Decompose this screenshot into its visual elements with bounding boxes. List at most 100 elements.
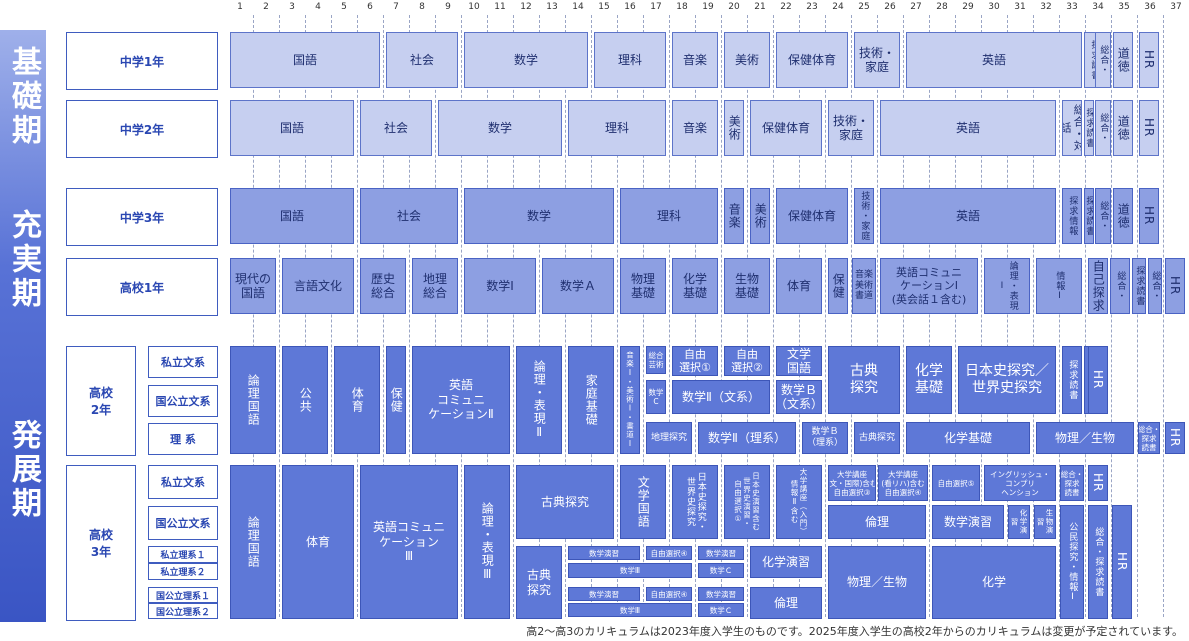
chu2-sogo[interactable]: 総合・ xyxy=(1095,100,1111,156)
chu2-eigo[interactable]: 英語 xyxy=(880,100,1056,156)
ko1-butsuri[interactable]: 物理 基礎 xyxy=(620,258,666,314)
ko2-koten-ri[interactable]: 古典探究 xyxy=(854,422,900,454)
ko3-su3b[interactable]: 数学Ⅲ xyxy=(568,603,692,617)
chu3-eigo[interactable]: 英語 xyxy=(880,188,1056,244)
ko3-sogo-tankyu[interactable]: 総合・ 探求 読書 xyxy=(1060,465,1084,501)
ko3-su-en3[interactable]: 数学演習 xyxy=(568,587,640,601)
ko1-sogo[interactable]: 総合・ xyxy=(1110,258,1130,314)
ko2-kagaku-kiso[interactable]: 化学 基礎 xyxy=(906,346,952,414)
ko2-taiiku[interactable]: 体育 xyxy=(334,346,380,454)
chu2-ongaku[interactable]: 音楽 xyxy=(672,100,718,156)
ko1-taiiku[interactable]: 体育 xyxy=(776,258,822,314)
ko2-jiyu1[interactable]: 自由 選択① xyxy=(672,346,718,376)
ko3-hr2[interactable]: HR xyxy=(1112,505,1132,619)
chu2-hoken[interactable]: 保健体育 xyxy=(750,100,822,156)
ko3-rinri[interactable]: 倫理 xyxy=(828,505,926,539)
ko2-geijutsu[interactable]: 音楽Ⅰ・美術Ⅰ・書道Ⅰ xyxy=(620,346,640,454)
chu1-shakai[interactable]: 社会 xyxy=(386,32,458,88)
ko3-su3[interactable]: 数学Ⅲ xyxy=(568,563,692,578)
chu2-tankyu[interactable]: 探求読書 xyxy=(1084,100,1094,156)
ko3-koten-ri[interactable]: 古典 探究 xyxy=(516,546,562,619)
ko2-jiyu2[interactable]: 自由 選択② xyxy=(724,346,770,376)
ko3-daigaku1[interactable]: 大学講座（入門） 情報Ⅱ含む xyxy=(776,465,822,539)
ko3-komin[interactable]: 公民探究・情報Ⅰ xyxy=(1060,505,1084,619)
chu2-hr[interactable]: HR xyxy=(1139,100,1159,156)
chu3-bijutsu[interactable]: 美術 xyxy=(750,188,770,244)
ko1-seibutsu[interactable]: 生物 基礎 xyxy=(724,258,770,314)
ko3-su-en1[interactable]: 数学演習 xyxy=(568,546,640,560)
ko2-katei[interactable]: 家庭基礎 xyxy=(568,346,614,454)
ko2-tankyu[interactable]: 探求読書 xyxy=(1062,346,1082,414)
ko3-suC2[interactable]: 数学Ｃ xyxy=(698,603,744,617)
ko3-suC1[interactable]: 数学Ｃ xyxy=(698,563,744,578)
ko3-kagaku-en-ri[interactable]: 化学演習 xyxy=(750,546,822,578)
ko1-kagaku[interactable]: 化学 基礎 xyxy=(672,258,718,314)
ko1-ecomm[interactable]: 英語コミュニ ケーションⅠ (英会話１含む) xyxy=(880,258,978,314)
ko3-jiyu5[interactable]: 自由選択⑤ xyxy=(932,465,980,501)
ko1-sogo2[interactable]: 総合・ xyxy=(1148,258,1162,314)
chu1-eigo[interactable]: 英語 xyxy=(906,32,1082,88)
ko3-ronri-hyogen[interactable]: 論理・表現Ⅲ xyxy=(464,465,510,619)
chu3-dotoku[interactable]: 道徳 xyxy=(1113,188,1133,244)
ko2-suC[interactable]: 数学C xyxy=(646,380,666,414)
ko2-su2-ri[interactable]: 数学Ⅱ（理系） xyxy=(698,422,796,454)
ko1-gendai[interactable]: 現代の 国語 xyxy=(230,258,276,314)
chu3-tankyu[interactable]: 探求読書 xyxy=(1084,188,1094,244)
chu3-rika[interactable]: 理科 xyxy=(620,188,718,244)
chu1-ongaku[interactable]: 音楽 xyxy=(672,32,718,88)
ko2-ecomm[interactable]: 英語 コミュニ ケーションⅡ xyxy=(412,346,510,454)
chu2-kokugo[interactable]: 国語 xyxy=(230,100,354,156)
ko2-koten[interactable]: 古典 探究 xyxy=(828,346,900,414)
chu1-gijutsu[interactable]: 技術・ 家庭 xyxy=(854,32,900,88)
ko1-rekishi[interactable]: 歴史 総合 xyxy=(360,258,406,314)
chu3-tankyu-joho[interactable]: 探求情報 xyxy=(1062,188,1082,244)
ko2-hoken[interactable]: 保健 xyxy=(386,346,406,454)
ko2-suB-ri[interactable]: 数学Ｂ （理系） xyxy=(802,422,848,454)
ko3-hr[interactable]: HR xyxy=(1088,465,1108,501)
ko3-rinri-ri[interactable]: 倫理 xyxy=(750,587,822,619)
ko3-daigaku3[interactable]: 大学講座 (看リハ)含む 自由選択④ xyxy=(878,465,928,501)
ko2-su2-bun[interactable]: 数学Ⅱ（文系） xyxy=(672,380,770,414)
ko2-bungaku[interactable]: 文学 国語 xyxy=(776,346,822,376)
chu1-dotoku[interactable]: 道徳 xyxy=(1113,32,1133,88)
ko3-english[interactable]: イングリッシュ・ コンプリ ヘンション xyxy=(984,465,1056,501)
chu2-bijutsu[interactable]: 美術 xyxy=(724,100,744,156)
chu2-dotoku[interactable]: 道徳 xyxy=(1113,100,1133,156)
ko3-bungaku[interactable]: 文学国語 xyxy=(620,465,666,539)
chu1-hr[interactable]: HR xyxy=(1139,32,1159,88)
ko2-butsuri-sei[interactable]: 物理／生物 xyxy=(1036,422,1134,454)
ko3-su-en4[interactable]: 数学演習 xyxy=(698,587,744,601)
ko3-daigaku2[interactable]: 大学講座 (文・国際)含む 自由選択③ xyxy=(828,465,876,501)
ko2-kagaku-ri[interactable]: 化学基礎 xyxy=(906,422,1030,454)
chu2-sugaku[interactable]: 数学 xyxy=(438,100,562,156)
ko3-kagaku[interactable]: 化学 xyxy=(932,546,1056,619)
ko2-hr2[interactable]: HR xyxy=(1165,422,1185,454)
chu3-sogo[interactable]: 総合・ xyxy=(1095,188,1111,244)
ko3-butsuri-sei[interactable]: 物理／生物 xyxy=(828,546,926,619)
ko2-suB-bun[interactable]: 数学Ｂ （文系） xyxy=(776,380,822,414)
ko1-jiko[interactable]: 自己探求 xyxy=(1088,258,1108,314)
chu1-sogo[interactable]: 総合・ xyxy=(1095,32,1111,88)
chu3-gijutsu[interactable]: 技術・家庭 xyxy=(854,188,874,244)
ko3-ecomm[interactable]: 英語コミュニ ケーション Ⅲ xyxy=(360,465,458,619)
chu2-shakai[interactable]: 社会 xyxy=(360,100,432,156)
ko1-chiri[interactable]: 地理 総合 xyxy=(412,258,458,314)
ko1-suA[interactable]: 数学Ａ xyxy=(542,258,614,314)
chu2-gijutsu[interactable]: 技術・ 家庭 xyxy=(828,100,874,156)
ko1-ronri[interactable]: 論理・表現Ⅰ xyxy=(984,258,1030,314)
ko2-chiri[interactable]: 地理探究 xyxy=(646,422,692,454)
ko3-su-ensyu[interactable]: 数学演習 xyxy=(932,505,1004,539)
ko3-jiyu4b[interactable]: 自由選択④ xyxy=(646,587,692,601)
ko3-kagaku-ensyu[interactable]: 化学演習 xyxy=(1008,505,1030,539)
ko3-nihonshi[interactable]: 日本史演習含む 世界史演習・ 自由選択① xyxy=(724,465,770,539)
chu3-shakai[interactable]: 社会 xyxy=(360,188,458,244)
ko3-koten[interactable]: 古典探究 xyxy=(516,465,614,539)
ko1-geijutsu[interactable]: 音楽 美術 書道 xyxy=(852,258,876,314)
chu1-kokugo[interactable]: 国語 xyxy=(230,32,380,88)
ko3-shi[interactable]: 日本史探究・ 世界史探究 xyxy=(672,465,718,539)
chu1-bijutsu[interactable]: 美術 xyxy=(724,32,770,88)
chu1-sugaku[interactable]: 数学 xyxy=(464,32,588,88)
ko3-taiiku[interactable]: 体育 xyxy=(282,465,354,619)
ko1-hr[interactable]: HR xyxy=(1165,258,1185,314)
chu3-kokugo[interactable]: 国語 xyxy=(230,188,354,244)
